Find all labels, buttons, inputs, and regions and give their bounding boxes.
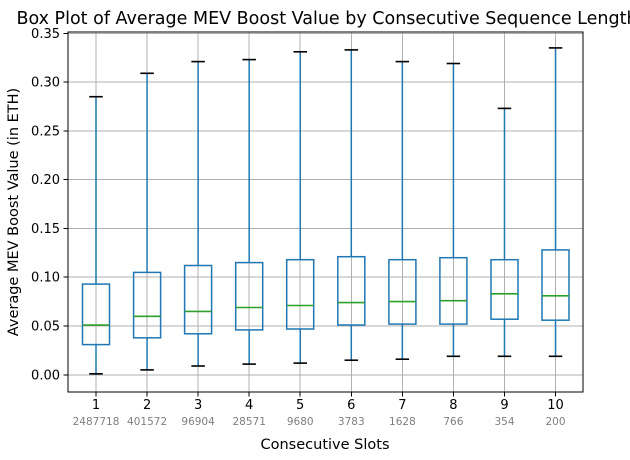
boxplot-box-4 xyxy=(234,58,264,365)
sample-count-label: 1628 xyxy=(389,416,416,428)
sample-count-label: 401572 xyxy=(127,416,167,428)
axes-ticks-layer: 0.00 0.05 0.10 0.15 0.20 0.25 0.30 0.35 1 2487718… xyxy=(31,27,565,428)
x-tick-label: 10 xyxy=(547,398,564,413)
y-tick-label: 0.20 xyxy=(31,173,60,188)
iqr-box xyxy=(234,261,264,331)
sample-count-label: 2487718 xyxy=(73,416,120,428)
sample-count-label: 354 xyxy=(494,416,514,428)
boxplot-box-2 xyxy=(132,72,162,371)
sample-count-label: 96904 xyxy=(181,416,215,428)
boxes-layer xyxy=(81,47,570,375)
y-tick-label: 0.35 xyxy=(31,27,60,42)
iqr-box xyxy=(183,264,213,335)
y-tick-label: 0.10 xyxy=(31,271,60,286)
iqr-box xyxy=(490,258,519,320)
x-tick-label: 8 xyxy=(449,398,457,413)
sample-count-label: 9680 xyxy=(287,416,314,428)
boxplot-box-7 xyxy=(388,60,417,361)
y-tick-label: 0.15 xyxy=(31,222,60,237)
boxplot-box-9 xyxy=(490,107,519,358)
spines-layer xyxy=(67,31,584,393)
iqr-box xyxy=(285,258,315,330)
boxplot-box-10 xyxy=(541,47,570,358)
boxplot-box-1 xyxy=(81,95,111,375)
iqr-box xyxy=(132,271,162,339)
plot-border xyxy=(67,31,584,393)
y-axis-label: Average MEV Boost Value (in ETH) xyxy=(6,88,22,336)
chart-title: Box Plot of Average MEV Boost Value by C… xyxy=(16,9,630,29)
boxplot-box-8 xyxy=(439,62,468,358)
iqr-box xyxy=(388,258,417,325)
iqr-box xyxy=(541,249,570,321)
y-tick-label: 0.05 xyxy=(31,320,60,335)
x-tick-label: 5 xyxy=(296,398,304,413)
y-tick-label: 0.30 xyxy=(31,76,60,91)
x-tick-label: 6 xyxy=(347,398,355,413)
sample-count-label: 200 xyxy=(545,416,565,428)
x-tick-label: 4 xyxy=(245,398,253,413)
iqr-box xyxy=(81,283,111,346)
x-tick-label: 1 xyxy=(92,398,100,413)
x-tick-label: 2 xyxy=(143,398,151,413)
y-tick-label: 0.00 xyxy=(31,368,60,383)
sample-count-label: 3783 xyxy=(338,416,365,428)
iqr-box xyxy=(439,256,468,325)
x-tick-label: 3 xyxy=(194,398,202,413)
boxplot-box-5 xyxy=(285,50,315,364)
x-tick-label: 9 xyxy=(500,398,508,413)
y-tick-label: 0.25 xyxy=(31,124,60,139)
x-axis-label: Consecutive Slots xyxy=(261,437,390,453)
sample-count-label: 28571 xyxy=(232,416,265,428)
boxplot-box-6 xyxy=(337,49,366,362)
boxplot-box-3 xyxy=(183,60,213,367)
sample-count-label: 766 xyxy=(443,416,463,428)
iqr-box xyxy=(337,255,366,326)
x-tick-label: 7 xyxy=(398,398,406,413)
